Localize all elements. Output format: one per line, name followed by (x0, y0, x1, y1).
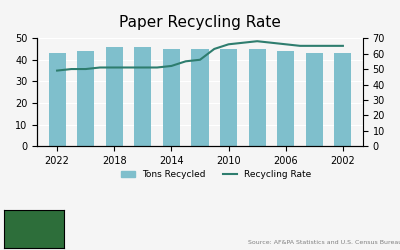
Text: Source: AF&PA Statistics and U.S. Census Bureau: Source: AF&PA Statistics and U.S. Census… (248, 240, 400, 245)
Bar (306, 53, 323, 146)
Bar (334, 53, 352, 146)
Bar (277, 51, 294, 146)
Bar (220, 49, 237, 146)
Bar (192, 49, 208, 146)
Bar (106, 47, 123, 146)
Bar (163, 49, 180, 146)
Bar (48, 53, 66, 146)
Title: Paper Recycling Rate: Paper Recycling Rate (119, 15, 281, 30)
Bar (134, 47, 152, 146)
Legend: Tons Recycled, Recycling Rate: Tons Recycled, Recycling Rate (118, 167, 315, 183)
Bar (77, 51, 94, 146)
Bar (248, 49, 266, 146)
